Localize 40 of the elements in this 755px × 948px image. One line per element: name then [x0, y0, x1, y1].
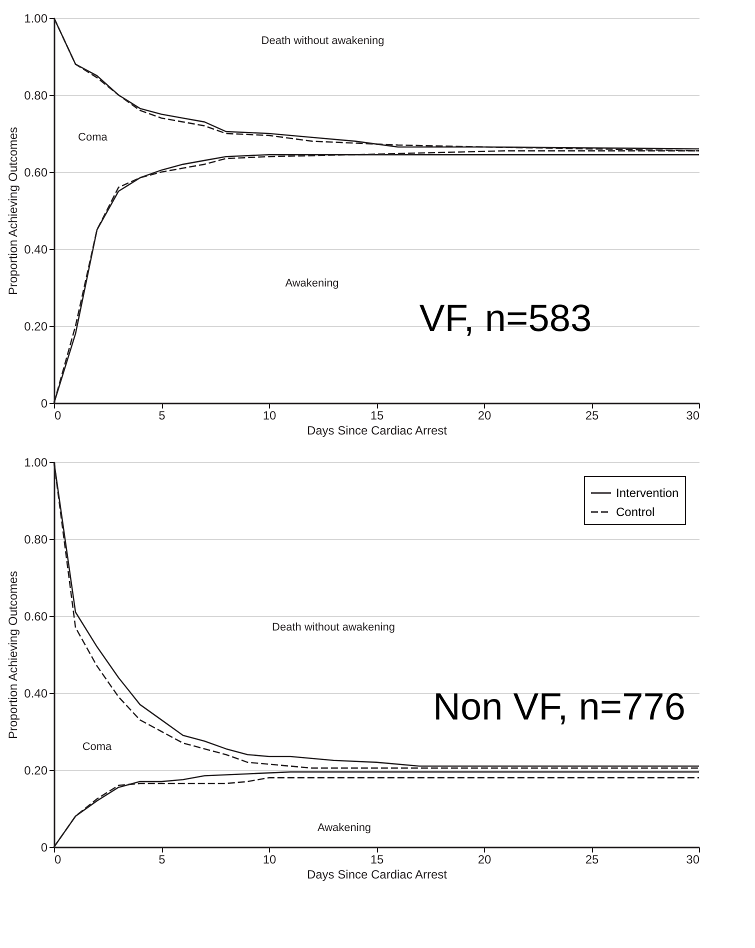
- annotation: Coma: [78, 131, 108, 144]
- y-tick-label: 0.20: [24, 320, 48, 334]
- legend-label: Intervention: [616, 486, 679, 500]
- x-tick-label: 25: [585, 408, 599, 422]
- y-tick-label: 0.20: [24, 764, 48, 778]
- x-tick-label: 5: [158, 408, 166, 422]
- x-tick-label: 30: [686, 852, 700, 866]
- annotation: Coma: [82, 740, 113, 753]
- annotation: Death without awakening: [261, 35, 384, 48]
- annotation: Awakening: [317, 822, 372, 834]
- legend-label: Control: [616, 505, 655, 519]
- x-tick-label: 10: [262, 408, 276, 422]
- x-tick-label: 0: [54, 408, 62, 422]
- y-tick-label: 0.60: [24, 610, 48, 624]
- x-tick-label: 20: [478, 852, 492, 866]
- y-tick-label: 0.40: [24, 242, 48, 256]
- y-tick-label: 0: [40, 840, 48, 854]
- x-tick-label: 30: [686, 408, 700, 422]
- x-axis-title: Days Since Cardiac Arrest: [306, 868, 448, 882]
- x-tick-label: 25: [585, 852, 599, 866]
- y-tick-label: 0: [40, 396, 48, 410]
- x-tick-label: 10: [262, 852, 276, 866]
- annotation: Non VF, n=776: [433, 686, 686, 728]
- x-tick-label: 5: [158, 852, 166, 866]
- y-tick-label: 1.00: [24, 12, 48, 26]
- annotation: VF, n=583: [419, 298, 592, 340]
- annotation: Death without awakening: [272, 622, 395, 634]
- y-axis-title: Proportion Achieving Outcomes: [6, 126, 20, 296]
- x-tick-label: 15: [370, 408, 384, 422]
- y-tick-label: 0.80: [24, 88, 48, 102]
- x-tick-label: 0: [54, 852, 62, 866]
- y-tick-label: 0.80: [24, 532, 48, 546]
- x-tick-label: 20: [478, 408, 492, 422]
- annotation: Awakening: [285, 278, 339, 290]
- y-axis-title: Proportion Achieving Outcomes: [6, 570, 20, 740]
- y-tick-label: 0.40: [24, 686, 48, 700]
- y-tick-label: 0.60: [24, 166, 48, 180]
- x-tick-label: 15: [370, 852, 384, 866]
- y-tick-label: 1.00: [24, 456, 48, 470]
- x-axis-title: Days Since Cardiac Arrest: [306, 424, 448, 438]
